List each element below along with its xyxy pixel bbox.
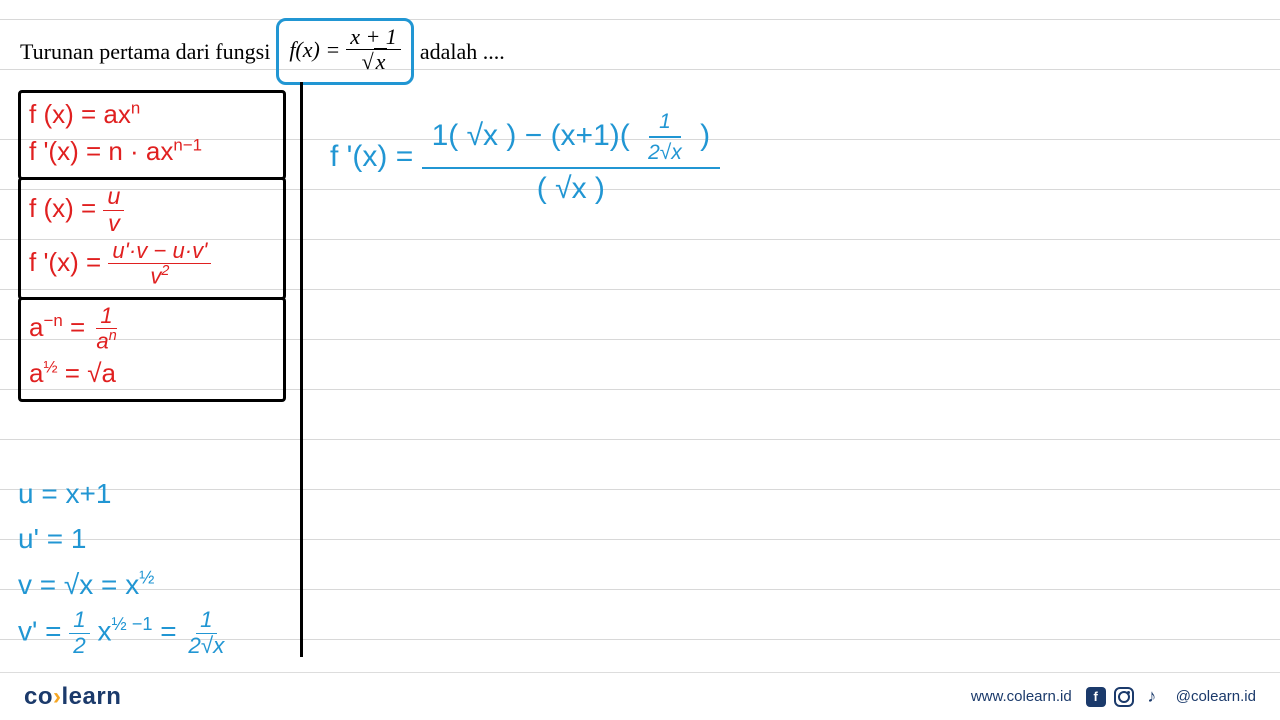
colearn-logo: co›learn [24, 683, 121, 711]
footer-url: www.colearn.id [971, 688, 1072, 705]
quotient-rule-deriv: f '(x) = u'·v − u·v' v2 [29, 239, 275, 289]
rules-column: f (x) = axn f '(x) = n · axn−1 f (x) = u… [18, 90, 286, 399]
social-icons: f ♪ [1086, 687, 1162, 707]
derivative-expression: f '(x) = 1( √x ) − (x+1)( 1 2√x ) ( √x ) [330, 110, 720, 206]
question-fraction: x + 1 x [346, 25, 401, 74]
v-prime: v' = 1 2 x½ −1 = 1 2√x [18, 608, 228, 658]
logo-dot-icon: › [53, 683, 62, 710]
vertical-divider [300, 82, 303, 657]
footer: co›learn www.colearn.id f ♪ @colearn.id [0, 672, 1280, 720]
derivative-denominator: ( √x ) [527, 169, 615, 206]
question-numerator: x + 1 [346, 25, 401, 50]
question-suffix: adalah .... [420, 39, 505, 65]
footer-right: www.colearn.id f ♪ @colearn.id [971, 687, 1256, 707]
instagram-icon[interactable] [1114, 687, 1134, 707]
v-definition: v = √x = x½ [18, 563, 228, 606]
exponent-rule-box: a−n = 1 an a½ = √a [18, 297, 286, 402]
derivative-fraction: 1( √x ) − (x+1)( 1 2√x ) ( √x ) [422, 110, 721, 206]
fprime-lhs: f '(x) = [330, 140, 422, 173]
facebook-icon[interactable]: f [1086, 687, 1106, 707]
tiktok-icon[interactable]: ♪ [1142, 687, 1162, 707]
fx-label: f(x) = [289, 37, 340, 63]
derivative-numerator: 1( √x ) − (x+1)( 1 2√x ) [422, 110, 721, 169]
power-rule-deriv: f '(x) = n · axn−1 [29, 134, 275, 169]
quotient-rule-box: f (x) = u v f '(x) = u'·v − u·v' v2 [18, 177, 286, 299]
formula-box: f(x) = x + 1 x [276, 18, 414, 85]
u-definition: u = x+1 [18, 472, 228, 515]
quotient-rule-fn: f (x) = u v [29, 184, 275, 236]
question-text: Turunan pertama dari fungsi f(x) = x + 1… [20, 18, 505, 85]
footer-handle: @colearn.id [1176, 688, 1256, 705]
power-rule-fn: f (x) = axn [29, 97, 275, 132]
question-prefix: Turunan pertama dari fungsi [20, 39, 270, 65]
u-prime: u' = 1 [18, 517, 228, 560]
power-rule-box: f (x) = axn f '(x) = n · axn−1 [18, 90, 286, 180]
negative-exp-rule: a−n = 1 an [29, 304, 275, 354]
question-denominator: x [356, 50, 392, 74]
half-exp-rule: a½ = √a [29, 356, 275, 391]
substitution-work: u = x+1 u' = 1 v = √x = x½ v' = 1 2 x½ −… [18, 470, 228, 660]
